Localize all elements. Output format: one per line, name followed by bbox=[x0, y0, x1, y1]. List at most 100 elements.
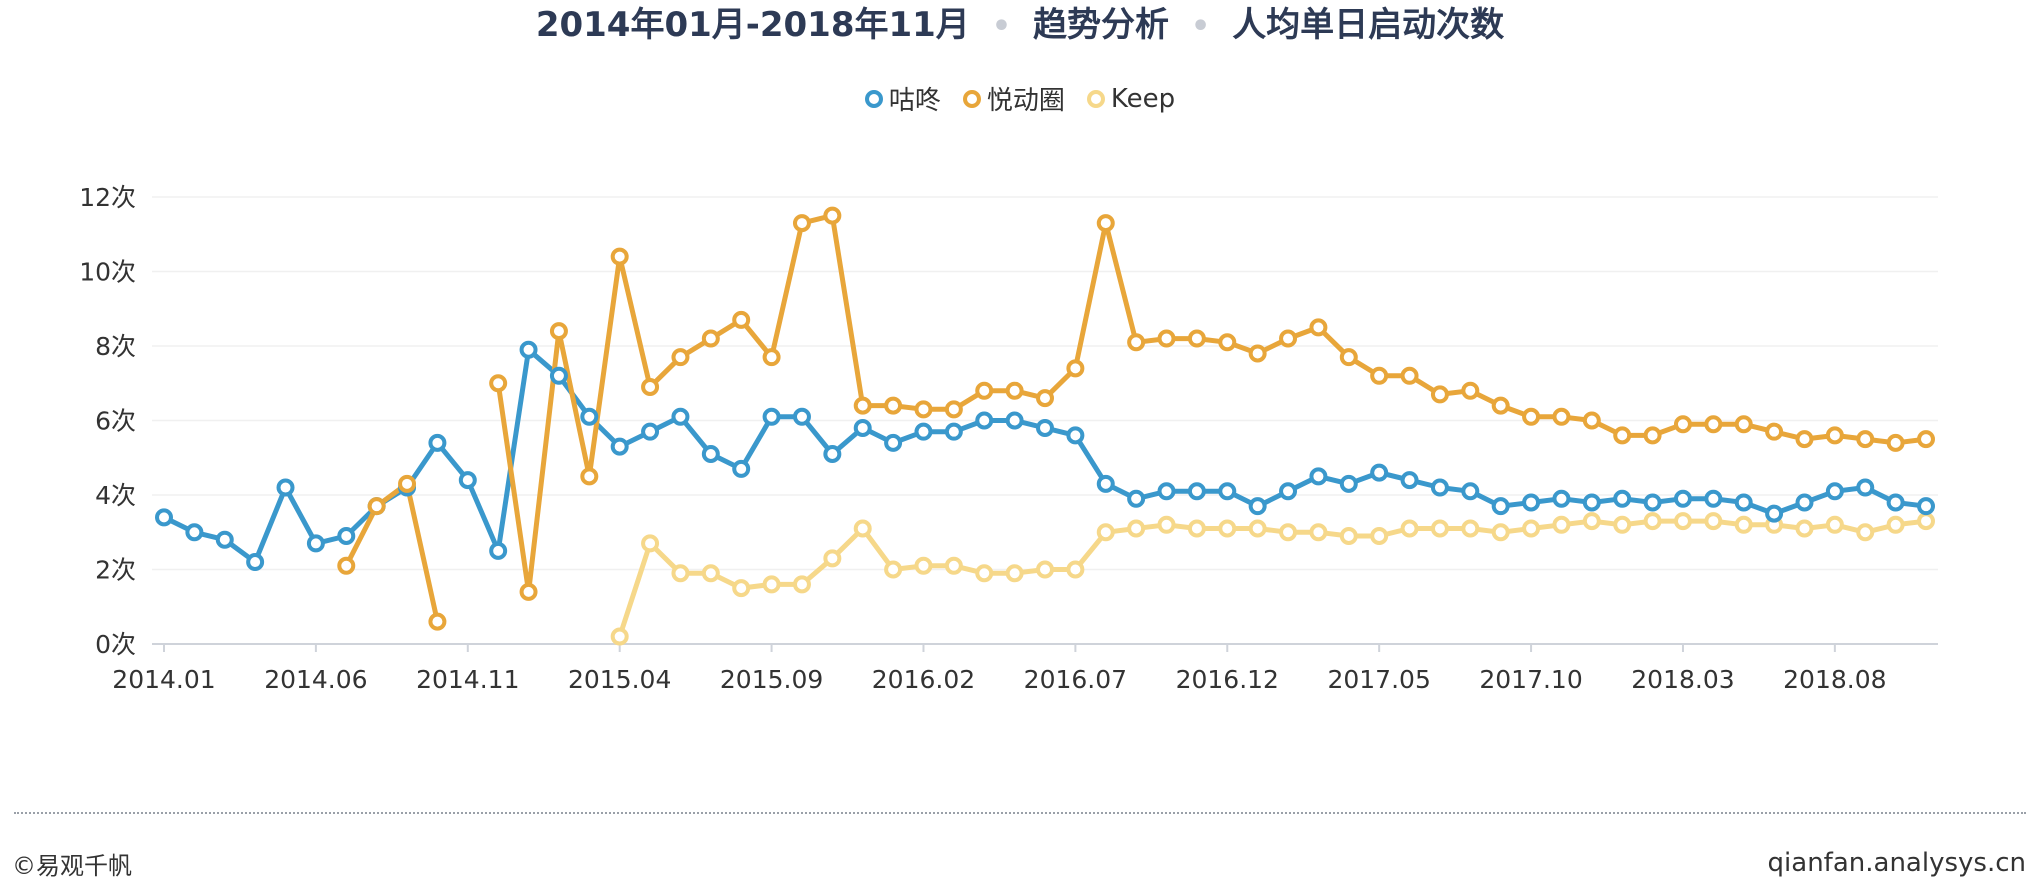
data-point-series-0 bbox=[1005, 411, 1024, 430]
data-point-series-0 bbox=[610, 437, 629, 456]
title-metric: 人均单日启动次数 bbox=[1232, 5, 1505, 45]
data-point-series-2 bbox=[1309, 523, 1328, 542]
data-point-series-2 bbox=[1096, 523, 1115, 542]
data-point-series-1 bbox=[1613, 426, 1632, 445]
legend-label-keep: Keep bbox=[1110, 83, 1176, 114]
data-point-series-0 bbox=[489, 541, 508, 560]
data-point-series-1 bbox=[1400, 366, 1419, 385]
data-point-series-1 bbox=[1491, 396, 1510, 415]
data-point-series-2 bbox=[1370, 526, 1389, 545]
data-point-series-0 bbox=[701, 445, 720, 464]
data-point-series-1 bbox=[1704, 415, 1723, 434]
data-point-series-2 bbox=[1613, 515, 1632, 534]
legend-item-keep[interactable]: Keep bbox=[1086, 80, 1176, 117]
data-point-series-2 bbox=[1400, 519, 1419, 538]
data-point-series-1 bbox=[944, 400, 963, 419]
data-point-series-2 bbox=[1491, 523, 1510, 542]
data-point-series-2 bbox=[1795, 519, 1814, 538]
data-point-series-1 bbox=[1673, 415, 1692, 434]
y-tick-label: 10次 bbox=[79, 258, 136, 287]
data-point-series-2 bbox=[1673, 512, 1692, 531]
data-point-series-2 bbox=[1127, 519, 1146, 538]
data-point-series-2 bbox=[1704, 512, 1723, 531]
title-period: 2014年01月-2018年11月 bbox=[535, 5, 970, 45]
data-point-series-2 bbox=[1066, 560, 1085, 579]
data-point-series-0 bbox=[1522, 493, 1541, 512]
data-point-series-2 bbox=[853, 519, 872, 538]
data-point-series-0 bbox=[185, 523, 204, 542]
x-tick-label: 2016.07 bbox=[1024, 665, 1127, 694]
x-tick-label: 2015.09 bbox=[720, 665, 823, 694]
data-point-series-2 bbox=[1157, 515, 1176, 534]
data-point-series-2 bbox=[792, 575, 811, 594]
data-point-series-1 bbox=[1370, 366, 1389, 385]
title-separator: • bbox=[991, 9, 1011, 44]
data-point-series-1 bbox=[1917, 430, 1935, 449]
legend-item-gudong[interactable]: 咕咚 bbox=[864, 80, 941, 117]
data-point-series-0 bbox=[1309, 467, 1328, 486]
data-point-series-2 bbox=[944, 556, 963, 575]
data-point-series-1 bbox=[884, 396, 903, 415]
data-point-series-1 bbox=[1856, 430, 1875, 449]
data-point-series-1 bbox=[1582, 411, 1601, 430]
chart-legend: 咕咚 悦动圈 Keep bbox=[0, 80, 2040, 117]
data-point-series-1 bbox=[823, 206, 842, 225]
data-point-series-1 bbox=[1279, 329, 1298, 348]
data-point-series-1 bbox=[792, 214, 811, 233]
data-point-series-0 bbox=[1552, 489, 1571, 508]
data-point-series-0 bbox=[914, 422, 933, 441]
data-point-series-2 bbox=[701, 564, 720, 583]
data-point-series-0 bbox=[1704, 489, 1723, 508]
data-point-series-0 bbox=[792, 407, 811, 426]
data-point-series-0 bbox=[1491, 497, 1510, 516]
x-tick-label: 2017.10 bbox=[1479, 665, 1582, 694]
data-point-series-2 bbox=[1582, 512, 1601, 531]
data-point-series-0 bbox=[215, 530, 234, 549]
data-point-series-0 bbox=[1734, 493, 1753, 512]
legend-item-yuedongquan[interactable]: 悦动圈 bbox=[962, 80, 1065, 117]
data-point-series-0 bbox=[1157, 482, 1176, 501]
data-point-series-0 bbox=[1765, 504, 1784, 523]
data-point-series-1 bbox=[1127, 333, 1146, 352]
data-point-series-0 bbox=[428, 433, 447, 452]
data-point-series-0 bbox=[1917, 497, 1935, 516]
data-point-series-0 bbox=[1279, 482, 1298, 501]
data-point-series-2 bbox=[1218, 519, 1237, 538]
data-point-series-1 bbox=[549, 322, 568, 341]
data-point-series-0 bbox=[1036, 418, 1054, 437]
data-point-series-1 bbox=[1036, 389, 1054, 408]
data-point-series-2 bbox=[641, 534, 660, 553]
legend-label-gudong: 咕咚 bbox=[888, 86, 941, 116]
data-point-series-1 bbox=[914, 400, 933, 419]
data-point-series-0 bbox=[884, 433, 903, 452]
data-point-series-0 bbox=[853, 418, 872, 437]
data-point-series-0 bbox=[671, 407, 690, 426]
data-point-series-2 bbox=[1036, 560, 1054, 579]
data-point-series-0 bbox=[1066, 426, 1085, 445]
series-line-1 bbox=[343, 481, 440, 625]
y-tick-label: 12次 bbox=[79, 183, 136, 212]
legend-marker-yuedongquan bbox=[962, 89, 981, 108]
data-point-series-0 bbox=[1339, 474, 1358, 493]
data-point-series-1 bbox=[1886, 433, 1905, 452]
data-point-series-1 bbox=[1734, 415, 1753, 434]
data-point-series-0 bbox=[1613, 489, 1632, 508]
data-point-series-2 bbox=[732, 579, 751, 598]
data-point-series-2 bbox=[1643, 512, 1662, 531]
footer-divider bbox=[14, 812, 2026, 814]
data-point-series-0 bbox=[1461, 482, 1480, 501]
data-point-series-1 bbox=[1643, 426, 1662, 445]
data-point-series-0 bbox=[1370, 463, 1389, 482]
data-point-series-0 bbox=[1187, 482, 1206, 501]
data-point-series-2 bbox=[1917, 512, 1935, 531]
data-point-series-2 bbox=[1522, 519, 1541, 538]
data-point-series-2 bbox=[671, 564, 690, 583]
y-tick-label: 6次 bbox=[95, 407, 136, 436]
data-point-series-0 bbox=[458, 471, 477, 490]
data-point-series-0 bbox=[762, 407, 781, 426]
data-point-series-1 bbox=[428, 612, 447, 631]
data-point-series-0 bbox=[246, 553, 265, 572]
data-point-series-0 bbox=[1400, 471, 1419, 490]
data-point-series-1 bbox=[701, 329, 720, 348]
site-url: qianfan.analysys.cn bbox=[1767, 848, 2026, 878]
